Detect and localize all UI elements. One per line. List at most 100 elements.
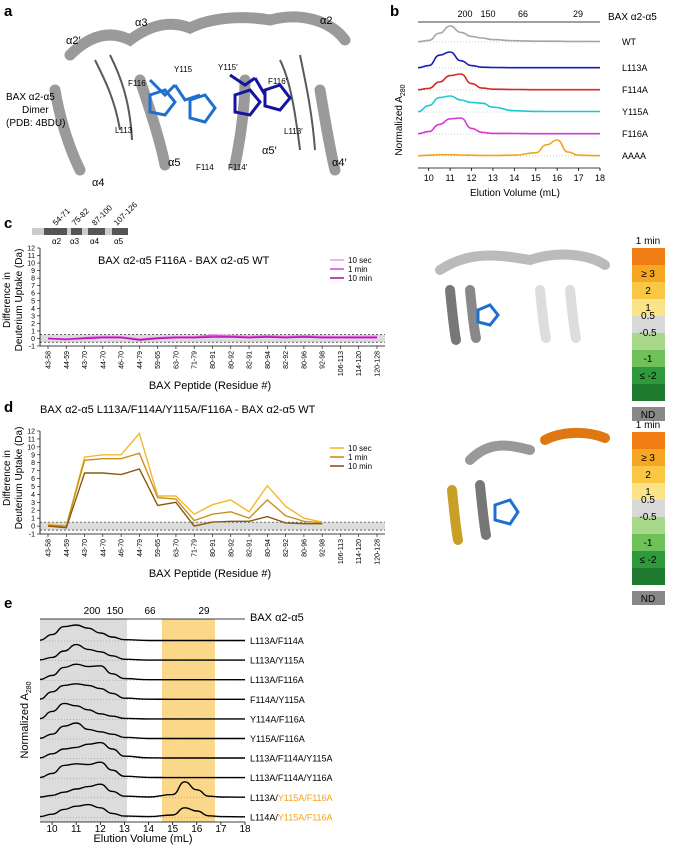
panel-b-series-label: F116A	[622, 129, 648, 139]
hdx-line-10-min	[47, 336, 377, 341]
helix-bar-track	[32, 228, 128, 235]
mutant-prefix: F114A/Y115A	[250, 695, 305, 705]
hdx-ytick-label: 8	[31, 460, 35, 467]
hdx-xtick-label: 71-79	[192, 539, 199, 557]
panel-b-xlabel: Elution Volume (mL)	[470, 188, 560, 199]
hdx-ytick-label: 6	[31, 476, 35, 483]
panel-d-label: d	[4, 399, 13, 416]
label-f114-prime: F114′	[228, 163, 248, 172]
panel-e-chart: 200 150 66 29 BAX α2-α5 Normalized A280 …	[19, 606, 333, 845]
structure-title-2: Dimer	[22, 105, 49, 116]
hdx-ytick-label: 9	[31, 452, 35, 459]
structure-d-gray-helix	[475, 480, 491, 540]
panel-b-xtick-label: 10	[424, 173, 434, 183]
helix-range-1: 54-71	[51, 206, 72, 227]
hdx-xtick-label: 44-70	[100, 539, 107, 557]
scale-label: ≤ -2	[639, 371, 657, 382]
panel-e-ylabel-sub: 280	[26, 681, 33, 693]
hdx-xtick-label: 82-91	[247, 351, 254, 369]
scale-label: -0.5	[639, 512, 657, 523]
scale-label: ≤ -2	[639, 555, 657, 566]
hdx-legend-label: 10 min	[348, 462, 372, 471]
panel-c-label: c	[4, 215, 12, 232]
label-f116: F116	[128, 79, 146, 88]
hdx-ytick-label: 3	[31, 313, 35, 320]
ring-l113	[148, 88, 177, 117]
label-l113-prime: L113′	[284, 127, 303, 136]
hdx-xtick-label: 120-128	[375, 539, 382, 565]
label-l113: L113	[115, 126, 133, 135]
panel-d-lines	[47, 431, 323, 529]
sidechains-left	[148, 78, 217, 124]
hdx-xtick-label: 80-91	[210, 539, 217, 557]
panel-e-mutant-label: L113A/Y115A	[250, 656, 304, 666]
panel-b-curve-f114a	[417, 73, 600, 91]
helix-alpha4	[49, 84, 86, 176]
scale-block	[632, 333, 665, 350]
panel-d-ylabel-2: Deuterium Uptake (Da)	[14, 427, 25, 530]
panel-e-gray-region	[40, 619, 127, 822]
mutant-prefix: L113A/F116A	[250, 675, 304, 685]
scale-label-nd: ND	[641, 410, 655, 421]
helix-alpha5	[134, 74, 171, 171]
hdx-xtick-label: 63-70	[173, 351, 180, 369]
label-alpha4: α4	[92, 177, 104, 189]
hdx-ytick-label: 9	[31, 268, 35, 275]
label-alpha2: α2	[320, 15, 332, 27]
helix-range-3: 87-100	[90, 203, 114, 227]
hdx-ytick-label: 5	[31, 484, 35, 491]
panel-b-xtick-label: 17	[574, 173, 584, 183]
mutant-prefix: L114A/	[250, 812, 278, 822]
panel-e-curve	[39, 624, 245, 642]
helix-name-1: α2	[52, 237, 62, 246]
panel-c-chart: BAX α2-α5 F116A - BAX α2-α5 WT Differenc…	[2, 246, 385, 392]
hdx-xtick-label: 92-98	[320, 351, 327, 369]
structure-c-sidechain	[476, 303, 500, 327]
hdx-xtick-label: 71-79	[192, 351, 199, 369]
panel-b-label: b	[390, 3, 399, 20]
panel-e-xtick-label: 13	[119, 824, 131, 835]
hdx-xtick-label: 114-120	[356, 539, 363, 564]
helix-name-4: α5	[114, 237, 124, 246]
helix-name-3: α4	[90, 237, 100, 246]
scale-bar-c: 1 min ≥ 3 2 10.5 -0.5 -1 ≤ -2 ND	[632, 236, 665, 421]
hdx-xtick-label: 43-58	[46, 351, 53, 369]
panel-e-label: e	[4, 595, 12, 612]
panel-e-mutant-label: L113A/Y115A/F116A	[250, 793, 333, 803]
panel-b-series-label: Y115A	[622, 107, 648, 117]
scale-label: 1	[645, 487, 651, 498]
scale-block	[632, 299, 665, 316]
hdx-line-10-sec	[47, 431, 323, 527]
hdx-ytick-label: 0	[31, 336, 35, 343]
label-alpha2-prime: α2′	[66, 35, 81, 47]
helix-outlines	[94, 54, 316, 151]
panel-b-legend-title: BAX α2-α5	[608, 12, 657, 23]
panel-e-legend-title: BAX α2-α5	[250, 612, 304, 624]
scale-block	[632, 248, 665, 265]
hdx-ytick-label: 4	[31, 306, 35, 313]
panel-b-curve-l113a	[417, 51, 600, 69]
hdx-ytick-label: 10	[27, 261, 35, 268]
label-alpha5-prime: α5′	[262, 145, 277, 157]
hdx-legend-label: 10 sec	[348, 256, 372, 265]
helix-bar-gap-2	[67, 228, 71, 235]
panel-b-xtick-label: 14	[509, 173, 519, 183]
panel-c-ylabel-2: Deuterium Uptake (Da)	[14, 249, 25, 352]
panel-e-mutant-label: F114A/Y115A	[250, 695, 305, 705]
mutant-prefix: Y115A/F116A	[250, 734, 305, 744]
helix-bar-gap-1	[32, 228, 44, 235]
panel-b-ylabel-sub: 280	[400, 84, 407, 96]
ring-f114-prime	[233, 88, 262, 117]
hdx-xtick-label: 80-92	[228, 539, 235, 557]
scale-block	[632, 517, 665, 534]
hdx-ytick-label: 12	[27, 246, 35, 253]
hdx-legend-label: 10 min	[348, 274, 372, 283]
helix-alpha3-top	[64, 11, 351, 61]
panel-e-xtick-label: 12	[95, 824, 107, 835]
panel-b-curve-y115a	[417, 95, 600, 113]
panel-e-xtick-label: 18	[239, 824, 251, 835]
panel-e-curves	[39, 624, 246, 818]
panel-d-xlabel: BAX Peptide (Residue #)	[149, 568, 271, 580]
hdx-ytick-label: 1	[31, 516, 35, 523]
